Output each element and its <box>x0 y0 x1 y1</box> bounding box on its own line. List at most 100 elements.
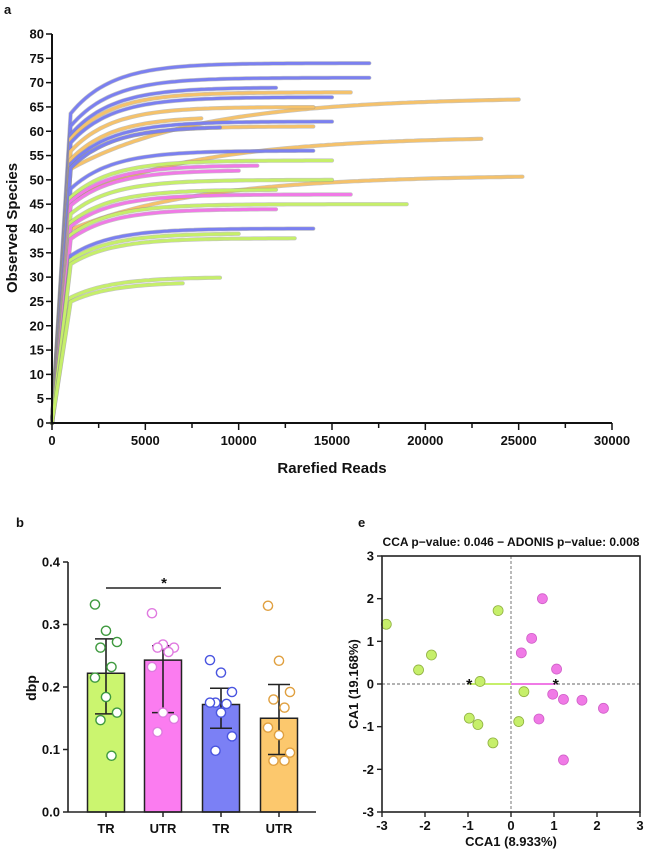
x-tick-label: -2 <box>419 818 431 833</box>
y-tick-label: 3 <box>367 549 374 564</box>
data-point <box>551 663 562 675</box>
data-point <box>100 625 112 637</box>
data-point <box>157 707 169 718</box>
data-point <box>518 686 530 698</box>
data-point <box>100 691 112 703</box>
y-axis-label: CA1 (19.168%) <box>346 639 361 729</box>
rarefaction-curve-green <box>50 232 241 425</box>
rarefaction-curve-blue <box>50 61 371 425</box>
x-tick-label: UTR <box>266 821 293 836</box>
rarefaction-curve-blue <box>50 76 371 425</box>
rarefaction-curve-orange <box>50 175 524 425</box>
rarefaction-curve-pink <box>50 164 259 425</box>
y-tick-label: 0.3 <box>42 617 60 632</box>
rarefaction-curve-blue <box>50 120 334 425</box>
x-tick-label: TR <box>212 821 230 836</box>
x-tick-label: 3 <box>636 818 643 833</box>
y-tick-label: 0.2 <box>42 680 60 695</box>
y-tick-label: 20 <box>30 318 44 333</box>
rarefaction-chart: 0 5 10 15 20 25 30 35 40 45 50 55 60 65 70 75 80 0 5000 100… <box>4 27 630 478</box>
data-point <box>262 722 274 733</box>
y-tick-label: 70 <box>30 75 44 90</box>
data-point <box>106 661 117 673</box>
curve-outline <box>49 226 316 426</box>
rarefaction-curve-blue <box>50 149 315 425</box>
data-point <box>533 713 545 725</box>
y-tick-label: 45 <box>30 197 44 212</box>
data-point <box>226 731 238 742</box>
panel-label-e: e <box>358 515 365 530</box>
panel-label-a: a <box>4 2 12 17</box>
x-axis-label: Rarefied Reads <box>277 460 386 477</box>
y-tick-label: -2 <box>362 762 374 777</box>
y-tick-label: 10 <box>30 367 44 382</box>
rarefaction-curve-green <box>50 276 222 425</box>
data-point <box>463 712 475 724</box>
y-tick-label: 0 <box>37 416 44 431</box>
curve-outline <box>49 177 335 426</box>
curve-outline <box>49 231 241 426</box>
x-tick-label: 0 <box>507 818 514 833</box>
data-point <box>89 599 101 610</box>
y-tick-label: 55 <box>30 148 44 163</box>
chart-title: CCA p−value: 0.046 − ADONIS p−value: 0.0… <box>383 535 640 549</box>
rarefaction-curve-green <box>50 281 185 425</box>
rarefaction-curve-blue <box>50 95 334 425</box>
y-tick-label: 60 <box>30 124 44 139</box>
y-tick-label: 35 <box>30 245 44 260</box>
data-point <box>95 714 106 726</box>
x-tick-label: 2 <box>593 818 600 833</box>
data-point <box>168 713 180 725</box>
data-point <box>221 698 232 710</box>
data-point <box>226 686 238 698</box>
y-tick-label: 0 <box>367 677 374 692</box>
y-tick-label: 0.1 <box>42 742 60 757</box>
x-tick-label: -1 <box>462 818 474 833</box>
y-axis-label: dbp <box>23 675 39 701</box>
x-tick-label: 25000 <box>501 433 537 448</box>
data-point <box>526 632 538 644</box>
data-point <box>598 702 609 714</box>
x-tick-label: -3 <box>376 818 388 833</box>
centroid-marker: * <box>553 677 560 694</box>
data-point <box>106 750 117 762</box>
dbp-bar-chart: 0.0 0.1 0.2 0.3 0.4 TR UTR TR UTR dbp * <box>23 555 316 836</box>
data-point <box>215 667 227 678</box>
data-point <box>426 649 437 661</box>
rarefaction-curve-pink <box>50 193 353 425</box>
y-tick-label: 1 <box>367 634 374 649</box>
data-point <box>111 636 123 648</box>
data-point <box>268 694 279 705</box>
rarefaction-curve-orange <box>50 105 315 425</box>
rarefaction-curve-blue <box>50 86 278 425</box>
x-tick-label: 30000 <box>594 433 630 448</box>
x-tick-label: 0 <box>48 433 55 448</box>
x-tick-label: 15000 <box>314 433 350 448</box>
data-point <box>268 755 279 767</box>
data-point <box>472 719 484 730</box>
y-tick-label: 40 <box>30 221 44 236</box>
data-point <box>111 707 123 718</box>
data-point <box>273 729 285 741</box>
y-tick-label: 15 <box>30 343 44 358</box>
x-tick-label: 20000 <box>407 433 443 448</box>
y-tick-label: -1 <box>362 719 374 734</box>
y-tick-label: 0.0 <box>42 805 60 820</box>
data-point <box>95 642 106 653</box>
data-point <box>152 642 163 653</box>
bar-utr <box>143 659 183 813</box>
rarefaction-curve-green <box>50 159 334 425</box>
data-point <box>163 646 174 658</box>
x-tick-label: 5000 <box>131 433 160 448</box>
data-point <box>474 676 486 687</box>
rarefaction-curve-blue <box>50 126 222 425</box>
rarefaction-curve-green <box>50 178 334 425</box>
rarefaction-curve-green <box>50 236 297 425</box>
y-axis-label: Observed Species <box>4 163 21 293</box>
data-point <box>515 647 527 659</box>
x-tick-label: TR <box>97 821 115 836</box>
rarefaction-curve-blue <box>50 227 315 425</box>
y-tick-label: 75 <box>30 51 44 66</box>
data-point <box>262 600 274 612</box>
